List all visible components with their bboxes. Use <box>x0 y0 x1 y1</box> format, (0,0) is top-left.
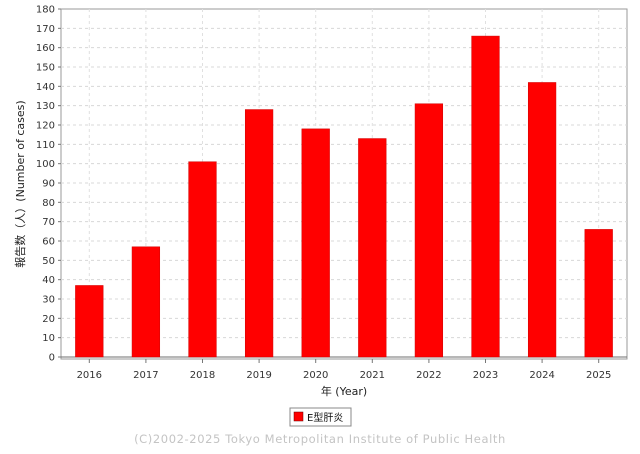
y-tick-label: 120 <box>36 121 55 132</box>
y-tick-label: 90 <box>42 179 55 190</box>
y-tick-label: 130 <box>36 101 55 112</box>
x-tick-label: 2021 <box>360 370 385 381</box>
y-tick-label: 70 <box>42 217 55 228</box>
bar <box>188 161 217 358</box>
y-tick-label: 60 <box>42 237 55 248</box>
x-tick-label: 2016 <box>77 370 102 381</box>
x-tick-label: 2020 <box>303 370 328 381</box>
y-tick-label: 80 <box>42 198 55 209</box>
legend: E型肝炎 <box>289 407 352 427</box>
bars <box>75 35 613 358</box>
y-axis-title: 報告数（人）(Number of cases) <box>14 100 27 267</box>
bar <box>414 103 444 358</box>
copyright-notice: (C)2002-2025 Tokyo Metropolitan Institut… <box>134 432 506 446</box>
y-tick-label: 50 <box>42 256 55 267</box>
x-axis-title: 年 (Year) <box>321 384 367 398</box>
x-axis: 2016 2017 2018 2019 2020 2021 2022 2023 2024 2025 <box>77 359 611 381</box>
bar <box>471 35 500 358</box>
y-tick-label: 160 <box>36 43 55 54</box>
bar <box>527 82 557 358</box>
bar <box>301 128 330 358</box>
x-tick-label: 2022 <box>416 370 441 381</box>
legend-box <box>289 407 352 427</box>
y-tick-label: 150 <box>36 63 55 74</box>
x-tick-label: 2019 <box>246 370 271 381</box>
y-tick-label: 110 <box>36 140 55 151</box>
y-tick-label: 100 <box>36 159 55 170</box>
y-tick-label: 10 <box>42 333 55 344</box>
y-axis: 0 10 20 30 40 50 60 70 80 90 100 110 120 130 140 150 160… <box>36 5 61 364</box>
bar <box>584 229 613 358</box>
y-tick-label: 170 <box>36 24 55 35</box>
x-tick-label: 2025 <box>586 370 611 381</box>
bar <box>131 246 161 358</box>
x-tick-label: 2017 <box>133 370 158 381</box>
y-tick-label: 30 <box>42 295 55 306</box>
bar <box>244 109 274 358</box>
bar <box>358 138 387 358</box>
y-tick-label: 140 <box>36 82 55 93</box>
legend-swatch <box>293 411 304 422</box>
x-tick-label: 2024 <box>529 370 554 381</box>
y-tick-label: 180 <box>36 5 55 16</box>
x-tick-label: 2018 <box>190 370 215 381</box>
legend-label: E型肝炎 <box>307 411 343 424</box>
y-tick-label: 0 <box>49 353 55 364</box>
y-tick-label: 40 <box>42 275 55 286</box>
y-tick-label: 20 <box>42 314 55 325</box>
x-tick-label: 2023 <box>473 370 498 381</box>
bar <box>75 285 104 358</box>
